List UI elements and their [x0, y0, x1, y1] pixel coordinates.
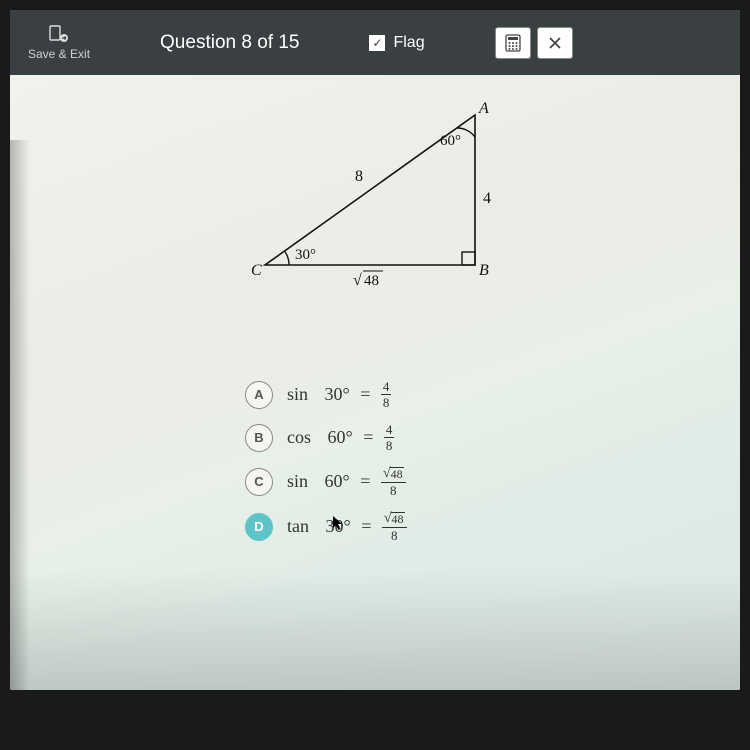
shadow-bottom [10, 570, 740, 690]
calculator-button[interactable] [495, 27, 531, 59]
vertex-c-label: C [251, 262, 262, 279]
close-button[interactable] [537, 27, 573, 59]
answer-option-d[interactable]: D tan 30° = √48 8 [245, 511, 505, 542]
flag-checkbox[interactable]: ✓ [369, 35, 385, 51]
question-content: A B C 60° 30° 8 4 √ 48 A sin 30° = [10, 75, 740, 690]
answer-expression: cos 60° = 4 8 [287, 423, 394, 452]
save-exit-label: Save & Exit [28, 47, 90, 61]
answer-option-c[interactable]: C sin 60° = √48 8 [245, 466, 505, 497]
answer-expression: sin 30° = 4 8 [287, 380, 391, 409]
answer-letter: D [245, 513, 273, 541]
angle-c-label: 30° [295, 247, 316, 263]
side-cb-radicand: 48 [364, 273, 379, 289]
vertex-a-label: A [478, 100, 489, 117]
question-counter: Question 8 of 15 [160, 32, 299, 54]
angle-a-label: 60° [440, 133, 461, 149]
answer-letter: A [245, 381, 273, 409]
app-window: Save & Exit Question 8 of 15 ✓ Flag [10, 10, 740, 690]
flag-control[interactable]: ✓ Flag [369, 34, 424, 52]
close-icon [548, 36, 562, 50]
calculator-icon [505, 34, 521, 52]
save-exit-icon [48, 24, 70, 44]
answer-option-b[interactable]: B cos 60° = 4 8 [245, 423, 505, 452]
top-toolbar: Save & Exit Question 8 of 15 ✓ Flag [10, 10, 740, 75]
side-ab-label: 4 [483, 190, 491, 207]
side-ac-label: 8 [355, 168, 363, 185]
shadow-left [10, 140, 30, 690]
vertex-b-label: B [479, 262, 489, 279]
answer-letter: B [245, 424, 273, 452]
answer-list: A sin 30° = 4 8 B cos 60° = 4 [245, 380, 505, 542]
triangle-diagram: A B C 60° 30° 8 4 √ 48 [215, 95, 535, 300]
answer-expression: sin 60° = √48 8 [287, 466, 406, 497]
answer-letter: C [245, 468, 273, 496]
save-exit-button[interactable]: Save & Exit [28, 24, 90, 61]
side-cb-sqrt: √ [353, 272, 362, 289]
flag-label: Flag [393, 34, 424, 52]
toolbar-right [495, 27, 573, 59]
answer-expression: tan 30° = √48 8 [287, 511, 407, 542]
answer-option-a[interactable]: A sin 30° = 4 8 [245, 380, 505, 409]
